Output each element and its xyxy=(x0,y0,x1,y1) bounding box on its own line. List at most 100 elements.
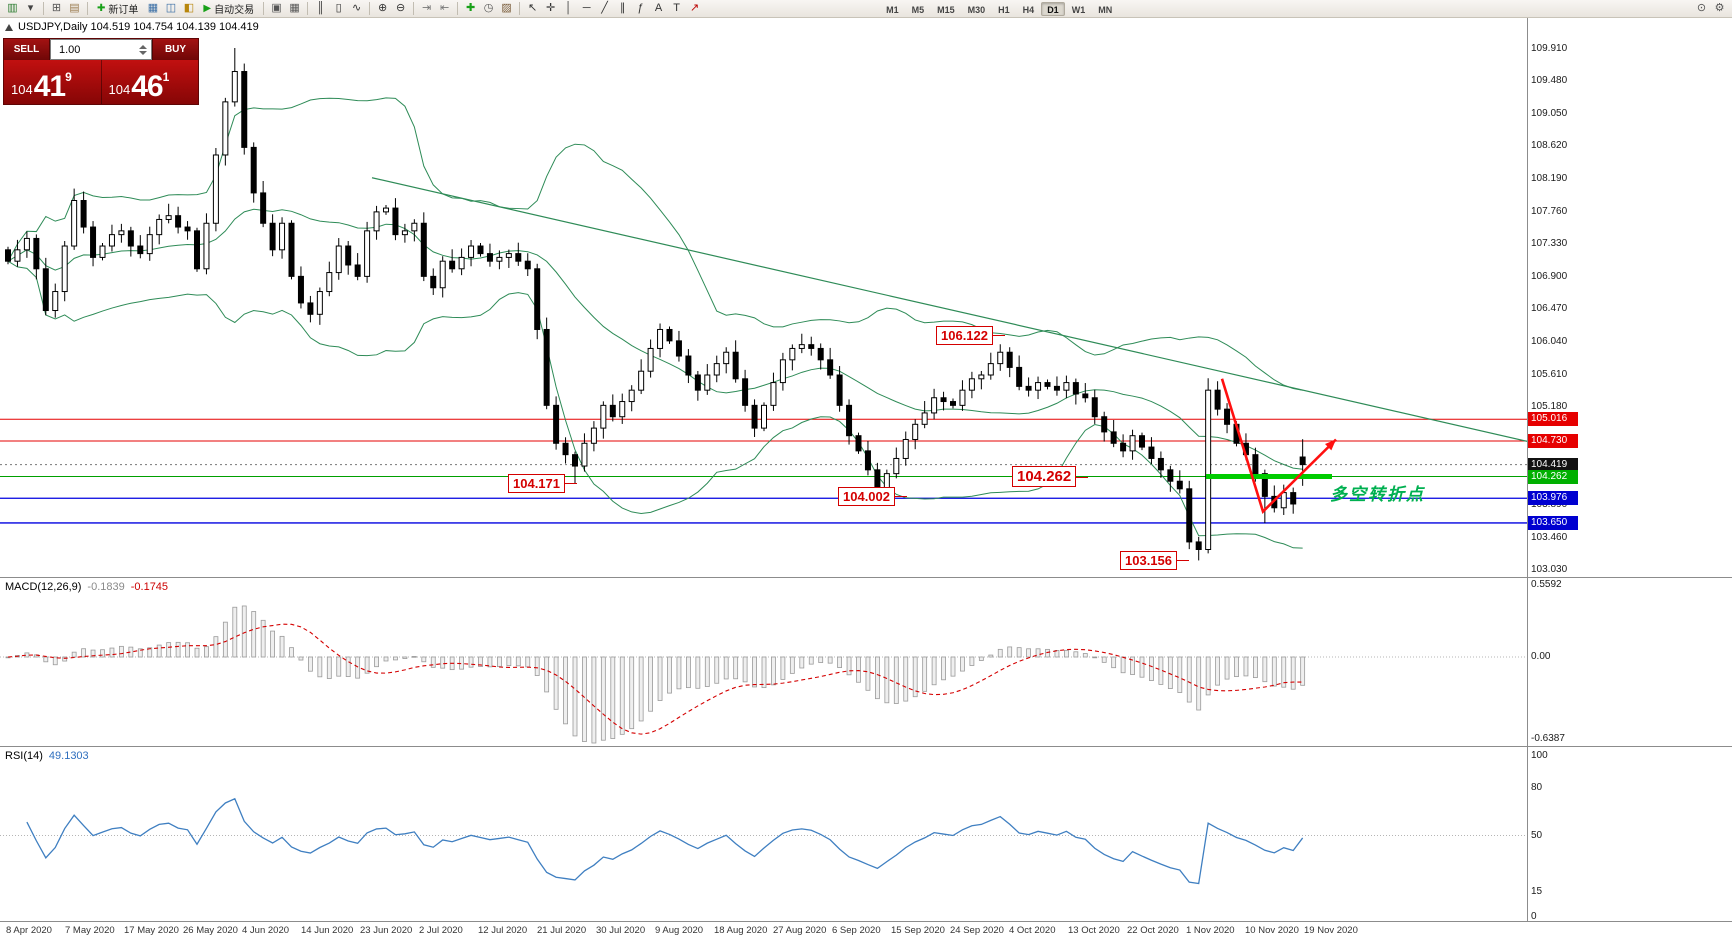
price-callout-104.262[interactable]: 104.262 xyxy=(1012,466,1089,487)
channel-icon[interactable]: ∥ xyxy=(619,2,626,14)
candle-body xyxy=(279,222,286,251)
chart-list-dropdown-icon[interactable]: ▾ xyxy=(27,2,34,14)
zoom-out-icon[interactable]: ⊖ xyxy=(395,2,406,14)
candle-body xyxy=(175,215,182,228)
timeframe-button-m5[interactable]: M5 xyxy=(911,4,925,15)
macd-bar xyxy=(1300,656,1306,686)
arrow-tool-icon[interactable]: ↗ xyxy=(689,2,700,14)
macd-bar xyxy=(317,656,323,678)
date-label: 23 Jun 2020 xyxy=(360,925,413,936)
navigator-icon[interactable]: ◧ xyxy=(183,2,195,14)
macd-bar xyxy=(846,656,852,676)
ask-price[interactable]: 104 46 1 xyxy=(102,60,199,104)
bar-chart-icon[interactable]: ║ xyxy=(316,2,325,14)
candle-body xyxy=(864,450,871,471)
chart-shift-icon[interactable]: ⇤ xyxy=(439,2,450,14)
turning-point-note[interactable]: 多空转折点 xyxy=(1330,485,1425,504)
cursor-icon[interactable]: ↖ xyxy=(527,2,538,14)
rsi-panel-separator[interactable] xyxy=(0,921,1732,922)
macd-bar xyxy=(761,656,767,689)
candle-body xyxy=(496,256,503,262)
timeframe-button-m1[interactable]: M1 xyxy=(886,4,899,15)
price-callout-104.171[interactable]: 104.171 xyxy=(508,473,577,493)
tile-windows-icon[interactable]: ▦ xyxy=(289,2,300,14)
label-icon[interactable]: T xyxy=(673,2,680,14)
volume-field[interactable]: 1.00 xyxy=(50,39,152,60)
line-chart-icon[interactable]: ∿ xyxy=(351,2,362,14)
horizontal-line-icon[interactable]: ─ xyxy=(582,2,591,14)
timeframe-button-m30[interactable]: M30 xyxy=(967,4,986,15)
autotrading-button-label: 自动交易 xyxy=(214,5,255,16)
volume-up-icon[interactable] xyxy=(138,44,147,49)
macd-bar xyxy=(1234,656,1239,678)
new-chart-icon[interactable]: ⊞ xyxy=(51,2,62,14)
price-callout-103.156[interactable]: 103.156 xyxy=(1120,550,1189,570)
cascade-windows-icon[interactable]: ▣ xyxy=(271,2,282,14)
macd-signal-line xyxy=(7,623,1303,735)
chart-canvas[interactable] xyxy=(0,18,1732,941)
auto-scroll-icon[interactable]: ⇥ xyxy=(421,2,432,14)
main-panel-separator[interactable] xyxy=(0,577,1732,578)
macd-panel-separator[interactable] xyxy=(0,746,1732,747)
timeframe-button-w1[interactable]: W1 xyxy=(1071,4,1086,15)
macd-bar xyxy=(1101,656,1107,663)
symbol-ohlc-text: USDJPY,Daily 104.519 104.754 104.139 104… xyxy=(18,21,259,33)
settings-icon[interactable]: ⚙ xyxy=(1714,2,1725,14)
data-window-icon[interactable]: ◫ xyxy=(165,2,177,14)
zoom-in-icon[interactable]: ⊕ xyxy=(377,2,388,14)
candle-body xyxy=(761,404,767,429)
text-icon[interactable]: A xyxy=(654,2,663,14)
macd-bar xyxy=(941,656,946,681)
toolbar-separator xyxy=(263,2,265,15)
crosshair-icon[interactable]: ✛ xyxy=(545,2,556,14)
market-watch-icon[interactable]: ▦ xyxy=(147,2,159,14)
candlestick-chart-icon[interactable]: ▯ xyxy=(335,2,342,14)
toolbar-right-group: ⊙ ⚙ xyxy=(1693,1,1728,16)
buy-button[interactable]: BUY xyxy=(152,39,198,60)
candle-body xyxy=(156,218,163,236)
macd-bar xyxy=(1149,656,1154,681)
bollinger-bands[interactable] xyxy=(7,97,1303,549)
vertical-line-icon[interactable]: │ xyxy=(565,2,573,14)
candle-body xyxy=(486,253,493,262)
indicators-icon[interactable]: ✚ xyxy=(465,2,476,14)
bid-price[interactable]: 104 41 9 xyxy=(4,60,102,104)
macd-bar xyxy=(1016,647,1022,658)
macd-bar xyxy=(175,641,181,658)
macd-bar xyxy=(251,611,257,658)
templates-icon[interactable]: ▨ xyxy=(501,2,512,14)
trendline-icon[interactable]: ╱ xyxy=(601,2,608,14)
autotrading-button[interactable]: ▶ 自动交易 xyxy=(198,1,259,16)
collapse-triangle-icon[interactable] xyxy=(5,23,13,31)
macd-bar xyxy=(1262,656,1268,683)
macd-bar xyxy=(704,656,710,687)
macd-bar xyxy=(119,645,124,658)
fibonacci-icon[interactable]: ƒ xyxy=(637,2,644,14)
periods-icon[interactable]: ◷ xyxy=(483,2,494,14)
timeframe-button-mn[interactable]: MN xyxy=(1098,4,1113,15)
search-icon[interactable]: ⊙ xyxy=(1696,2,1707,14)
candle-body xyxy=(940,397,947,403)
volume-down-icon[interactable] xyxy=(138,50,147,55)
timeframe-button-h4[interactable]: H4 xyxy=(1022,4,1035,15)
forecast-arrow[interactable] xyxy=(1220,378,1337,514)
timeframe-button-d1[interactable]: D1 xyxy=(1041,1,1065,16)
date-axis[interactable]: 8 Apr 2020 7 May 2020 17 May 2020 26 May 20… xyxy=(0,922,1732,941)
sell-button[interactable]: SELL xyxy=(4,39,50,60)
candle-body xyxy=(959,389,966,406)
candlesticks xyxy=(5,48,1306,561)
timeframe-button-h1[interactable]: H1 xyxy=(998,4,1010,15)
date-label: 18 Aug 2020 xyxy=(714,925,768,936)
app-icon[interactable]: ▥ xyxy=(7,2,18,14)
new-order-button[interactable]: ✚ 新订单 xyxy=(92,1,143,16)
candle-body xyxy=(902,438,909,459)
price-callout-106.122[interactable]: 106.122 xyxy=(936,325,1005,345)
price-callout-104.002[interactable]: 104.002 xyxy=(838,486,907,506)
descending-trendline[interactable] xyxy=(371,177,1530,443)
volume-spinner[interactable] xyxy=(137,44,148,55)
candle-body xyxy=(647,347,654,372)
timeframe-button-m15[interactable]: M15 xyxy=(937,4,955,15)
profiles-icon[interactable]: ▤ xyxy=(69,2,80,14)
candle-body xyxy=(534,268,541,330)
volume-value[interactable]: 1.00 xyxy=(59,43,81,56)
